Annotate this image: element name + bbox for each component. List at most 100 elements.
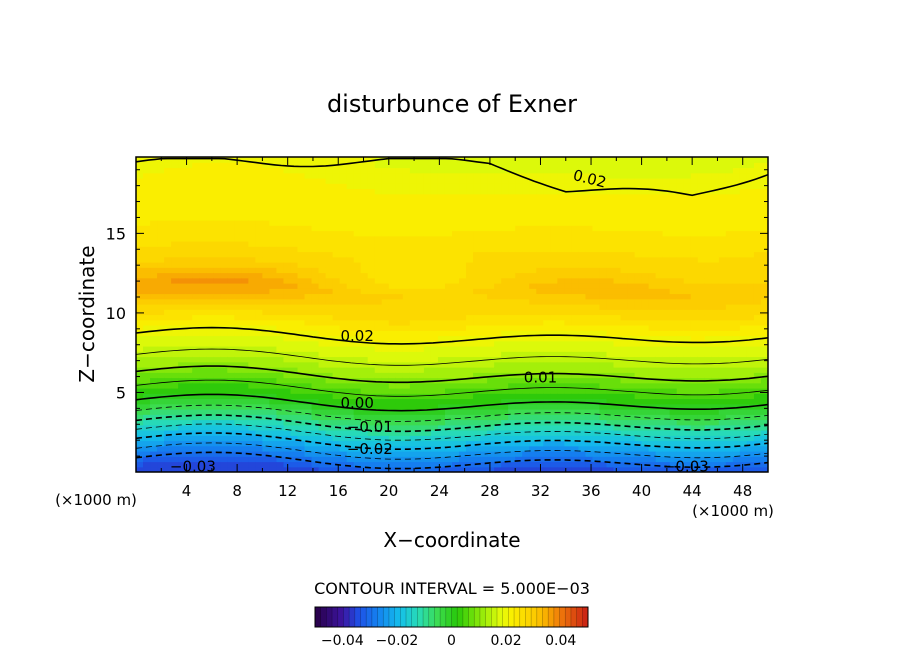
field-cell — [676, 277, 685, 284]
field-cell — [480, 319, 488, 326]
field-cell — [430, 214, 439, 221]
field-cell — [185, 162, 193, 169]
field-cell — [452, 199, 460, 205]
field-cell — [199, 330, 207, 337]
field-cell — [283, 293, 292, 300]
field-cell — [494, 172, 502, 179]
field-cell — [697, 262, 706, 268]
field-cell — [620, 172, 629, 179]
field-cell — [164, 277, 172, 284]
field-cell — [676, 209, 685, 216]
field-cell — [416, 267, 425, 274]
field-cell — [164, 183, 172, 190]
field-cell — [206, 277, 214, 284]
field-cell — [655, 178, 664, 184]
field-cell — [381, 377, 390, 384]
field-cell — [248, 251, 256, 258]
field-cell — [332, 367, 341, 373]
field-cell — [241, 466, 249, 472]
field-cell — [262, 157, 271, 163]
field-cell — [459, 193, 467, 200]
field-cell — [339, 188, 348, 195]
field-cell — [522, 461, 530, 468]
field-cell — [704, 167, 713, 174]
field-cell — [353, 246, 362, 253]
field-cell — [697, 209, 706, 216]
field-cell — [143, 424, 151, 431]
field-cell — [325, 256, 334, 263]
field-cell — [459, 241, 467, 247]
field-cell — [557, 419, 565, 426]
field-cell — [641, 377, 650, 384]
field-cell — [402, 204, 411, 211]
field-cell — [157, 372, 165, 379]
field-cell — [613, 272, 622, 279]
field-cell — [676, 262, 685, 268]
field-cell — [290, 199, 299, 205]
field-cell — [571, 393, 579, 400]
field-cell — [697, 361, 706, 368]
field-cell — [213, 277, 221, 284]
field-cell — [199, 445, 207, 452]
field-cell — [423, 409, 432, 415]
field-cell — [262, 314, 271, 321]
field-cell — [269, 193, 278, 200]
field-cell — [641, 251, 650, 258]
field-cell — [318, 403, 327, 410]
field-cell — [578, 157, 587, 163]
field-cell — [325, 209, 334, 216]
field-cell — [367, 199, 376, 205]
field-cell — [234, 435, 242, 442]
field-cell — [515, 293, 523, 300]
field-cell — [641, 246, 650, 253]
field-cell — [255, 225, 263, 232]
field-cell — [206, 403, 214, 410]
field-cell — [199, 157, 207, 163]
field-cell — [339, 267, 348, 274]
field-cell — [466, 435, 474, 442]
field-cell — [409, 430, 418, 436]
field-cell — [353, 283, 362, 289]
field-cell — [711, 167, 720, 174]
field-cell — [648, 293, 657, 300]
field-cell — [437, 430, 446, 436]
field-cell — [459, 377, 467, 384]
field-cell — [571, 204, 579, 211]
field-cell — [192, 162, 200, 169]
field-cell — [150, 272, 158, 279]
field-cell — [613, 188, 622, 195]
field-cell — [452, 235, 460, 242]
field-cell — [444, 167, 453, 174]
field-cell — [150, 388, 158, 394]
field-cell — [199, 178, 207, 184]
field-cell — [430, 288, 439, 295]
field-cell — [627, 466, 636, 472]
field-cell — [444, 340, 453, 347]
field-cell — [220, 230, 228, 237]
field-cell — [697, 461, 706, 468]
contour-field — [136, 157, 768, 472]
field-cell — [374, 419, 383, 426]
field-cell — [150, 309, 158, 316]
field-cell — [311, 251, 320, 258]
field-cell — [683, 393, 692, 400]
field-cell — [409, 309, 418, 316]
field-cell — [452, 466, 460, 472]
field-cell — [185, 445, 193, 452]
field-cell — [662, 267, 671, 274]
field-cell — [494, 193, 502, 200]
field-cell — [290, 403, 299, 410]
field-cell — [157, 403, 165, 410]
field-cell — [592, 314, 601, 321]
field-cell — [494, 393, 502, 400]
field-cell — [304, 435, 313, 442]
field-cell — [718, 440, 727, 447]
field-cell — [269, 461, 278, 468]
field-cell — [206, 199, 214, 205]
field-cell — [641, 162, 650, 169]
field-cell — [311, 340, 320, 347]
field-cell — [346, 251, 355, 258]
field-cell — [613, 346, 622, 352]
field-cell — [550, 230, 558, 237]
field-cell — [536, 277, 544, 284]
